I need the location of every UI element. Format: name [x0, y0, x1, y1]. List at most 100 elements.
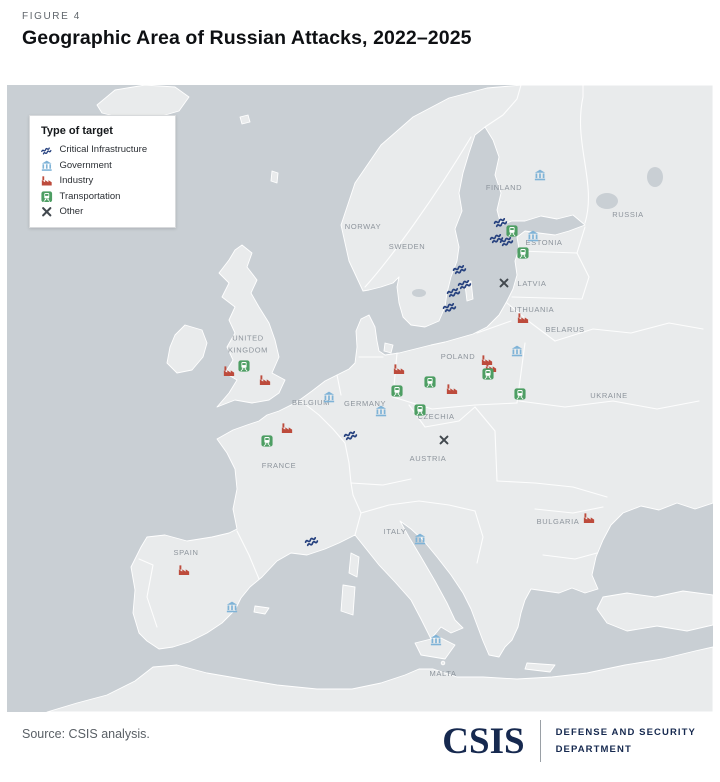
transportation-icon: [482, 368, 494, 380]
csis-brand: CSIS DEFENSE AND SECURITY DEPARTMENT: [442, 720, 696, 762]
government-marker: [534, 169, 546, 181]
government-icon: [375, 405, 387, 417]
transportation-marker: [238, 360, 250, 372]
transportation-marker: [391, 385, 403, 397]
legend-item-transportation: Transportation: [41, 191, 165, 203]
government-icon: [323, 391, 335, 403]
country-label-russia: RUSSIA: [612, 210, 644, 220]
transportation-marker: [482, 368, 494, 380]
country-borders: [138, 85, 704, 628]
country-label-belarus: BELARUS: [545, 325, 585, 335]
country-label-italy: ITALY: [383, 527, 407, 537]
critical-infrastructure-icon: [443, 299, 458, 314]
government-marker: [323, 391, 335, 403]
government-marker: [375, 405, 387, 417]
transportation-marker: [514, 388, 526, 400]
other-marker: [439, 435, 450, 446]
industry-marker: [446, 383, 458, 395]
europe-map: FINLAND NORWAY SWEDEN RUSSIA ESTONIA LATVIA LI…: [7, 85, 713, 712]
island-balearics: [253, 605, 270, 615]
government-icon: [41, 160, 53, 172]
industry-icon: [281, 422, 293, 434]
country-label-malta: MALTA: [429, 669, 457, 679]
industry-icon: [41, 175, 53, 187]
europe-map-svg: [7, 85, 713, 712]
country-label-norway: NORWAY: [344, 222, 382, 232]
government-icon: [414, 533, 426, 545]
transportation-marker: [424, 376, 436, 388]
legend-item-label: Industry: [59, 175, 94, 187]
industry-marker: [259, 374, 271, 386]
legend-items: Critical Infrastructure Government Industr…: [41, 144, 165, 218]
legend-item-government: Government: [41, 160, 165, 172]
government-icon: [430, 634, 442, 646]
industry-icon: [517, 312, 529, 324]
lake-onega: [647, 167, 663, 187]
figure-title: Geographic Area of Russian Attacks, 2022…: [22, 27, 472, 49]
critical-infrastructure-icon: [447, 284, 462, 299]
industry-icon: [178, 564, 190, 576]
government-marker: [511, 345, 523, 357]
legend-item-label: Other: [59, 206, 84, 218]
other-icon: [439, 435, 450, 446]
transportation-icon: [506, 225, 518, 237]
transportation-icon: [414, 404, 426, 416]
industry-icon: [259, 374, 271, 386]
island-zealand: [383, 342, 394, 354]
transportation-icon: [514, 388, 526, 400]
csis-logo: CSIS: [442, 720, 525, 762]
landmass-shetland: [270, 170, 279, 184]
legend-item-critical-infrastructure: Critical Infrastructure: [41, 144, 165, 156]
country-label-austria: AUSTRIA: [409, 454, 447, 464]
legend-item-label: Government: [59, 159, 112, 171]
island-crete: [524, 662, 556, 673]
government-marker: [226, 601, 238, 613]
legend-item-industry: Industry: [41, 175, 165, 187]
lake-vanern: [412, 289, 426, 297]
government-marker: [430, 634, 442, 646]
country-label-germany: GERMANY: [343, 399, 387, 409]
industry-marker: [223, 365, 235, 377]
landmass-faroe: [239, 114, 251, 125]
critical-infrastructure-icon: [305, 533, 320, 548]
brand-divider: [539, 720, 541, 762]
landmass-north-africa: [46, 646, 713, 712]
country-label-latvia: LATVIA: [517, 279, 547, 289]
industry-icon: [446, 383, 458, 395]
legend: Type of target Critical Infrastructure Go…: [29, 115, 176, 228]
other-icon: [41, 206, 53, 218]
critical-infrastructure-marker: [305, 533, 320, 548]
transportation-icon: [238, 360, 250, 372]
government-marker: [527, 230, 539, 242]
island-sardinia: [340, 584, 356, 616]
transportation-icon: [517, 247, 529, 259]
industry-marker: [517, 312, 529, 324]
country-label-belgium: BELGIUM: [292, 398, 330, 408]
other-marker: [499, 278, 510, 289]
other-icon: [499, 278, 510, 289]
country-label-lithuania: LITHUANIA: [509, 305, 555, 315]
island-malta: [440, 660, 446, 666]
department-line-2: DEPARTMENT: [555, 744, 632, 755]
transportation-marker: [517, 247, 529, 259]
critical-infrastructure-icon: [344, 427, 359, 442]
country-label-czechia: CZECHIA: [417, 412, 455, 422]
island-sicily: [414, 636, 456, 660]
critical-infrastructure-icon: [41, 144, 53, 156]
industry-icon: [583, 512, 595, 524]
government-icon: [527, 230, 539, 242]
land-layer: [46, 85, 713, 712]
legend-item-label: Critical Infrastructure: [59, 144, 148, 156]
department-line-1: DEFENSE AND SECURITY: [555, 726, 696, 738]
country-label-poland: POLAND: [440, 352, 476, 362]
country-label-finland: FINLAND: [485, 183, 523, 193]
country-label-sweden: SWEDEN: [388, 242, 426, 252]
industry-marker: [583, 512, 595, 524]
legend-item-other: Other: [41, 206, 165, 218]
country-label-france: FRANCE: [261, 461, 297, 471]
island-gotland: [464, 280, 474, 302]
legend-title: Type of target: [41, 125, 113, 137]
country-label-united-kingdom: UNITED KINGDOM: [227, 333, 269, 354]
critical-infrastructure-marker: [443, 299, 458, 314]
